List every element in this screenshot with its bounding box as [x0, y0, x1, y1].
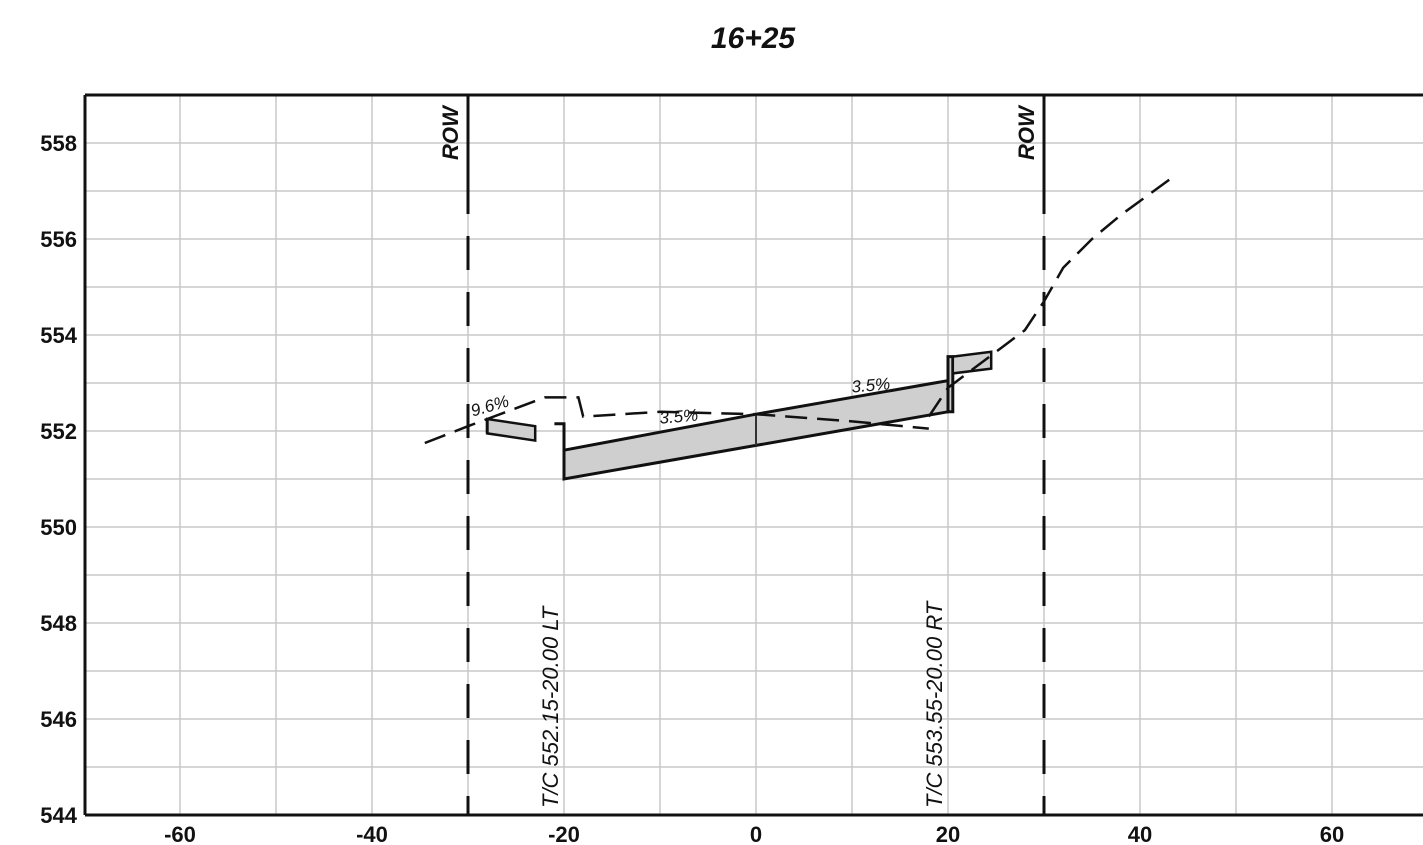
slope-label: 9.6%: [469, 392, 511, 421]
axes: -60 -40 -20 0 20 40 60 544 546 548 550 552 554 556 558: [40, 93, 1423, 845]
y-tick-label: 552: [40, 419, 77, 444]
existing-ground: [424, 175, 1175, 445]
row-label: ROW: [438, 104, 463, 160]
x-tick-label: -20: [548, 822, 580, 845]
left-sidewalk: [485, 417, 537, 443]
row-lines: ROW ROW: [438, 95, 1046, 815]
slope-label: 3.5%: [659, 405, 699, 427]
left-curb: [554, 422, 566, 451]
right-sidewalk: [951, 350, 993, 375]
y-tick-label: 554: [40, 323, 77, 348]
slope-label: 3.5%: [851, 374, 891, 396]
x-tick-label: 40: [1128, 822, 1152, 845]
existing-ground-line-left: [424, 396, 929, 445]
x-tick-label: 0: [750, 822, 762, 845]
y-tick-label: 558: [40, 131, 77, 156]
y-tick-label: 548: [40, 611, 77, 636]
curb-callout: T/C 552.15-20.00 LT: [538, 605, 563, 808]
station-title: 16+25: [711, 22, 797, 55]
x-tick-label: 60: [1320, 822, 1344, 845]
grid: [85, 94, 1423, 816]
existing-ground-line-right: [927, 175, 1175, 418]
y-tick-label: 544: [40, 803, 77, 828]
proposed-section: [485, 350, 993, 481]
y-tick-label: 546: [40, 707, 77, 732]
y-tick-label: 556: [40, 227, 77, 252]
x-tick-label: -40: [356, 822, 388, 845]
annotations: 9.6% 3.5% 3.5% T/C 552.15-20.00 LT T/C 553.5…: [469, 374, 947, 808]
y-tick-label: 550: [40, 515, 77, 540]
row-label: ROW: [1014, 104, 1039, 160]
x-tick-label: -60: [164, 822, 196, 845]
x-tick-label: 20: [936, 822, 960, 845]
curb-callout: T/C 553.55-20.00 RT: [922, 600, 947, 808]
